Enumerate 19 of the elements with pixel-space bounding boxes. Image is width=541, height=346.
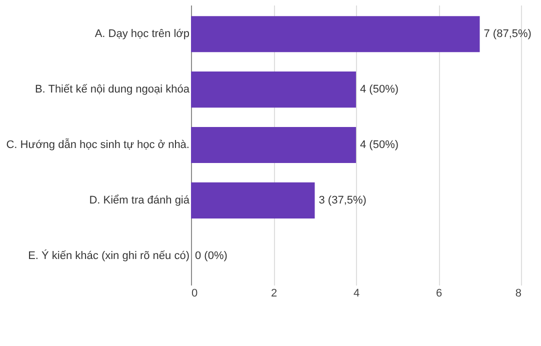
bar [191,126,356,164]
data-label: 0 (0%) [195,250,228,262]
x-tick-label: 8 [515,288,522,300]
bar [191,182,315,218]
y-tick-label: C. Hướng dẫn học sinh tự học ở nhà. [6,138,190,151]
y-tick-label: E. Ý kiến khác (xin ghi rõ nếu có) [28,248,190,262]
data-label: 3 (37,5%) [318,194,366,206]
x-tick-label: 2 [270,288,278,300]
y-tick-label: A. Dạy học trên lớp [94,28,190,40]
y-tick-label: D. Kiểm tra đánh giá [89,194,190,206]
x-tick-label: 0 [192,288,198,300]
data-label: 4 (50%) [360,139,399,151]
x-tick-label: 4 [353,288,360,300]
x-tick-label: 6 [436,288,442,300]
data-label: 7 (87,5%) [484,28,532,40]
data-label: 4 (50%) [360,84,399,96]
bar [191,72,356,108]
y-tick-label: B. Thiết kế nội dung ngoại khóa [34,84,190,96]
bar [191,16,480,52]
